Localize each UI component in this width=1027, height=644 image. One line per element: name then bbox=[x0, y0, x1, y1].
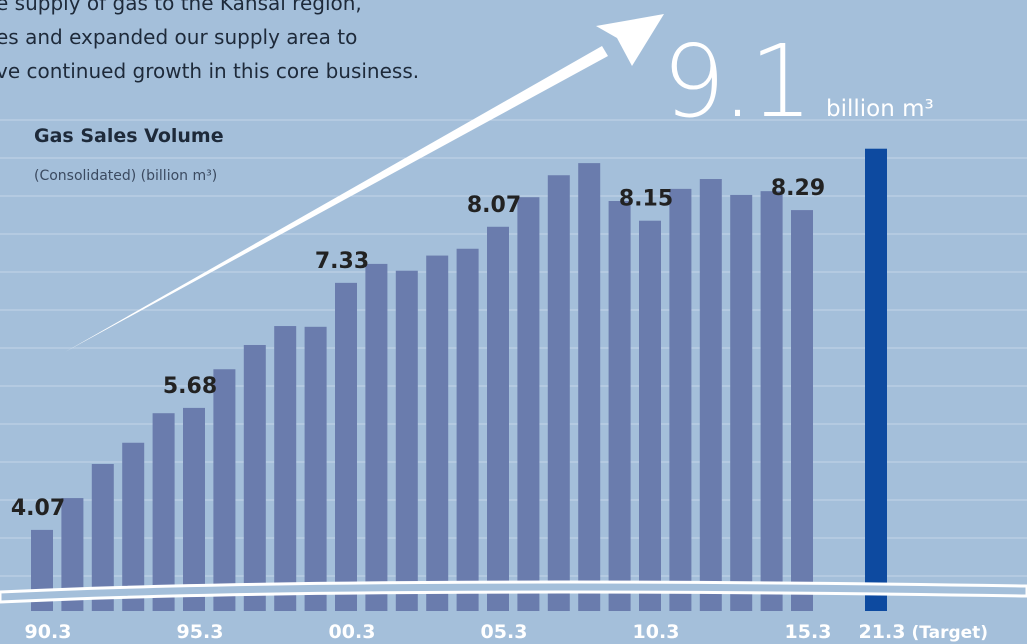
target-note: (Target) bbox=[911, 623, 988, 643]
bar bbox=[517, 197, 540, 611]
x-tick-label: 21.3 bbox=[859, 621, 906, 643]
bar bbox=[669, 188, 692, 611]
bar bbox=[578, 163, 601, 612]
bar bbox=[91, 463, 114, 611]
bar bbox=[243, 344, 266, 611]
value-label: 7.33 bbox=[315, 249, 369, 274]
bar bbox=[122, 442, 145, 611]
chart-title: Gas Sales Volume bbox=[34, 125, 224, 147]
bar bbox=[61, 498, 84, 611]
value-label: 8.07 bbox=[467, 193, 521, 218]
x-tick-label: 10.3 bbox=[633, 621, 680, 643]
bar bbox=[274, 326, 297, 611]
x-tick-label: 00.3 bbox=[329, 621, 376, 643]
axis-break bbox=[0, 580, 1027, 604]
bar bbox=[183, 407, 205, 611]
growth-arrow bbox=[65, 14, 664, 352]
bar bbox=[608, 201, 631, 611]
bar bbox=[335, 282, 357, 611]
bar bbox=[730, 194, 753, 612]
bars bbox=[31, 148, 887, 612]
bar bbox=[365, 263, 388, 611]
intro-line: e supply of gas to the Kansai region, bbox=[0, 0, 362, 15]
x-tick-label: 90.3 bbox=[25, 621, 72, 643]
bar bbox=[791, 210, 813, 612]
chart-subtitle: (Consolidated) (billion m³) bbox=[34, 168, 217, 184]
x-tick-label: 05.3 bbox=[481, 621, 528, 643]
bar bbox=[152, 413, 175, 611]
value-label: 8.29 bbox=[771, 176, 825, 201]
headline-unit: billion m³ bbox=[826, 96, 934, 122]
bar bbox=[760, 191, 783, 611]
value-label: 4.07 bbox=[11, 496, 65, 521]
bar bbox=[426, 255, 449, 611]
bar bbox=[487, 226, 509, 611]
intro-line: ve continued growth in this core busines… bbox=[0, 59, 419, 83]
intro-line: es and expanded our supply area to bbox=[0, 25, 357, 49]
x-tick-label: 15.3 bbox=[785, 621, 832, 643]
x-tick-label: 95.3 bbox=[177, 621, 224, 643]
bar bbox=[639, 220, 661, 611]
bar bbox=[547, 175, 570, 611]
value-label: 5.68 bbox=[163, 374, 217, 399]
bar bbox=[456, 248, 479, 611]
value-label: 8.15 bbox=[619, 187, 673, 212]
bar bbox=[213, 369, 236, 611]
headline-value: 9.1 bbox=[662, 23, 809, 140]
bar bbox=[699, 179, 722, 611]
bar bbox=[304, 326, 327, 611]
bar bbox=[395, 270, 418, 611]
bar bbox=[865, 148, 887, 611]
labels: 4.07 90.3 5.68 95.3 7.33 00.3 8.07 05.3 8.15 10.3… bbox=[11, 176, 988, 643]
